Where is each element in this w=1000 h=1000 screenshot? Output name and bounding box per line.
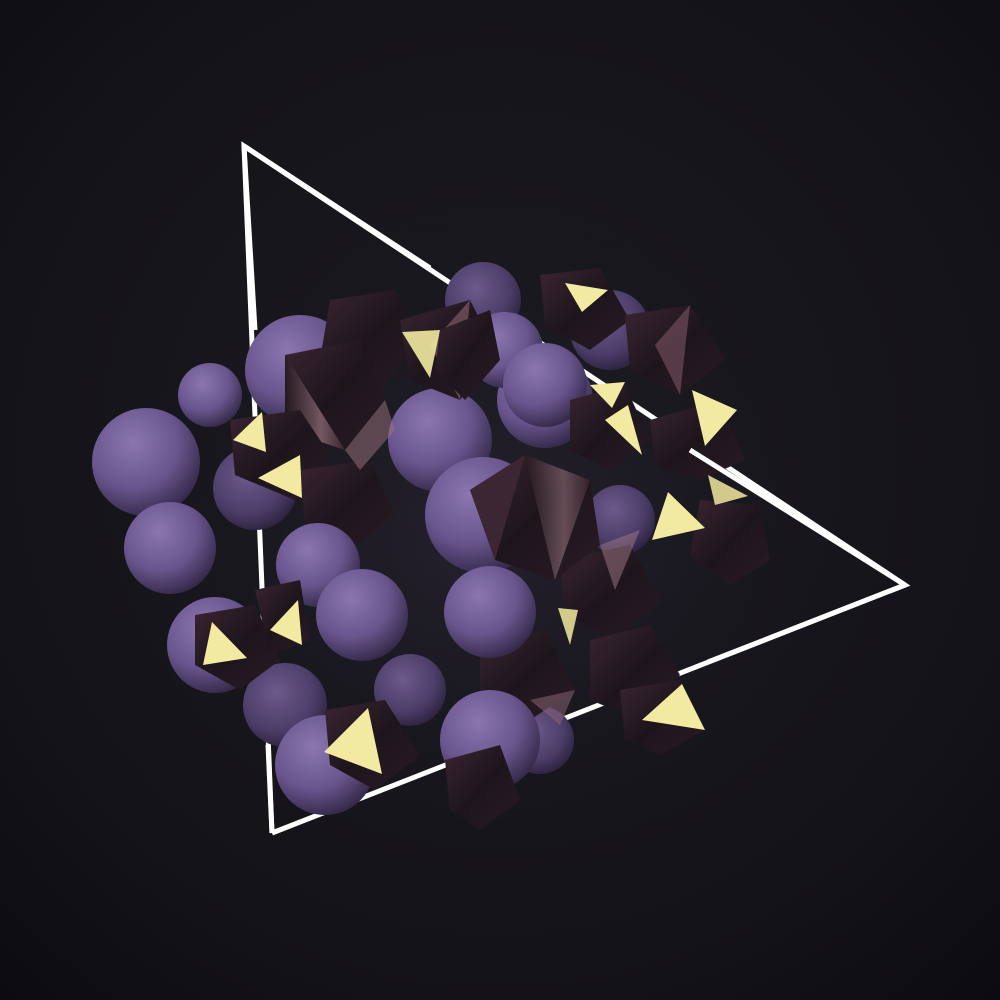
triangle-outline-front-bottom <box>707 582 906 665</box>
crystal <box>445 745 520 830</box>
crystal-sheen <box>530 690 575 725</box>
sphere <box>92 408 200 516</box>
sphere-crystal-cluster <box>92 262 770 830</box>
triangle-outline-front-top <box>242 143 432 271</box>
crystal-bright-face <box>258 455 302 498</box>
crystal <box>525 455 590 580</box>
crystal-bright-face <box>324 708 382 774</box>
sphere <box>444 566 536 658</box>
crystal <box>690 500 770 585</box>
triangle-outline-front-right <box>688 447 907 588</box>
crystal <box>470 455 525 560</box>
crystal-bright-face <box>565 283 608 312</box>
crystal-bright-face <box>642 684 705 730</box>
crystal-sheen <box>600 530 640 590</box>
sphere <box>503 343 587 427</box>
triangle-outline-front-left <box>241 145 258 331</box>
sphere <box>374 654 446 726</box>
crystal-bright-face <box>708 475 748 505</box>
crystal-sheen <box>345 400 395 470</box>
crystal-bright-face <box>590 382 625 408</box>
crystal-bright-face <box>402 330 440 378</box>
sphere <box>316 569 408 661</box>
sphere <box>178 363 242 427</box>
sphere <box>585 485 655 555</box>
sphere <box>124 502 216 594</box>
crystal <box>435 310 500 400</box>
crystal <box>560 545 660 640</box>
crystal-bright-face <box>270 600 302 645</box>
crystal <box>655 305 690 395</box>
crystal-bright-face <box>692 390 737 446</box>
triangle-outline-front-bottom-left <box>265 744 275 834</box>
crystal-bright-face <box>605 405 642 455</box>
crystal-bright-face <box>233 412 266 452</box>
crystal-bright-face <box>652 492 705 540</box>
crystal <box>570 385 650 470</box>
crystal <box>195 605 280 690</box>
crystal-bright-face <box>203 622 247 665</box>
crystal-bright-face <box>558 608 578 645</box>
